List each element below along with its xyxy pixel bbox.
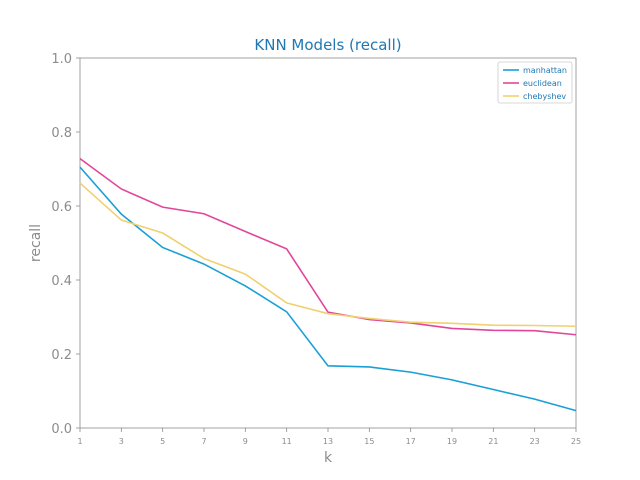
y-axis: 0.0 0.2 0.4 0.6 0.8 1.0 xyxy=(51,52,80,437)
x-tick-label: 25 xyxy=(571,437,581,446)
legend-label-chebyshev: chebyshev xyxy=(523,92,566,101)
plot-area xyxy=(79,57,577,429)
x-tick-label: 21 xyxy=(488,437,498,446)
series-line-manhattan xyxy=(79,166,577,412)
y-axis-label: recall xyxy=(28,224,44,262)
x-tick-label: 15 xyxy=(364,437,374,446)
x-axis-label: k xyxy=(324,450,333,466)
x-tick-label: 13 xyxy=(323,437,333,446)
x-tick-label: 1 xyxy=(77,437,82,446)
series-lines xyxy=(79,157,577,412)
x-tick-label: 23 xyxy=(530,437,540,446)
y-tick-label: 0.2 xyxy=(51,348,72,363)
x-tick-label: 7 xyxy=(201,437,206,446)
y-tick-label: 0.6 xyxy=(51,200,72,215)
legend-label-euclidean: euclidean xyxy=(523,79,562,88)
x-tick-label: 11 xyxy=(282,437,292,446)
legend: manhattan euclidean chebyshev xyxy=(497,61,573,104)
y-tick-label: 1.0 xyxy=(51,52,72,67)
y-tick-label: 0.8 xyxy=(51,126,72,141)
x-tick-label: 17 xyxy=(406,437,416,446)
series-line-euclidean xyxy=(79,157,577,336)
y-tick-label: 0.4 xyxy=(51,274,72,289)
legend-label-manhattan: manhattan xyxy=(523,66,567,75)
x-axis: 1 3 5 7 9 11 13 15 17 19 21 23 25 xyxy=(77,428,581,446)
x-tick-label: 19 xyxy=(447,437,457,446)
x-tick-label: 9 xyxy=(243,437,248,446)
x-tick-label: 3 xyxy=(119,437,124,446)
x-tick-label: 5 xyxy=(160,437,165,446)
series-line-chebyshev xyxy=(79,182,577,328)
legend-frame xyxy=(497,61,573,104)
y-tick-label: 0.0 xyxy=(51,422,72,437)
chart-title: KNN Models (recall) xyxy=(254,36,401,54)
